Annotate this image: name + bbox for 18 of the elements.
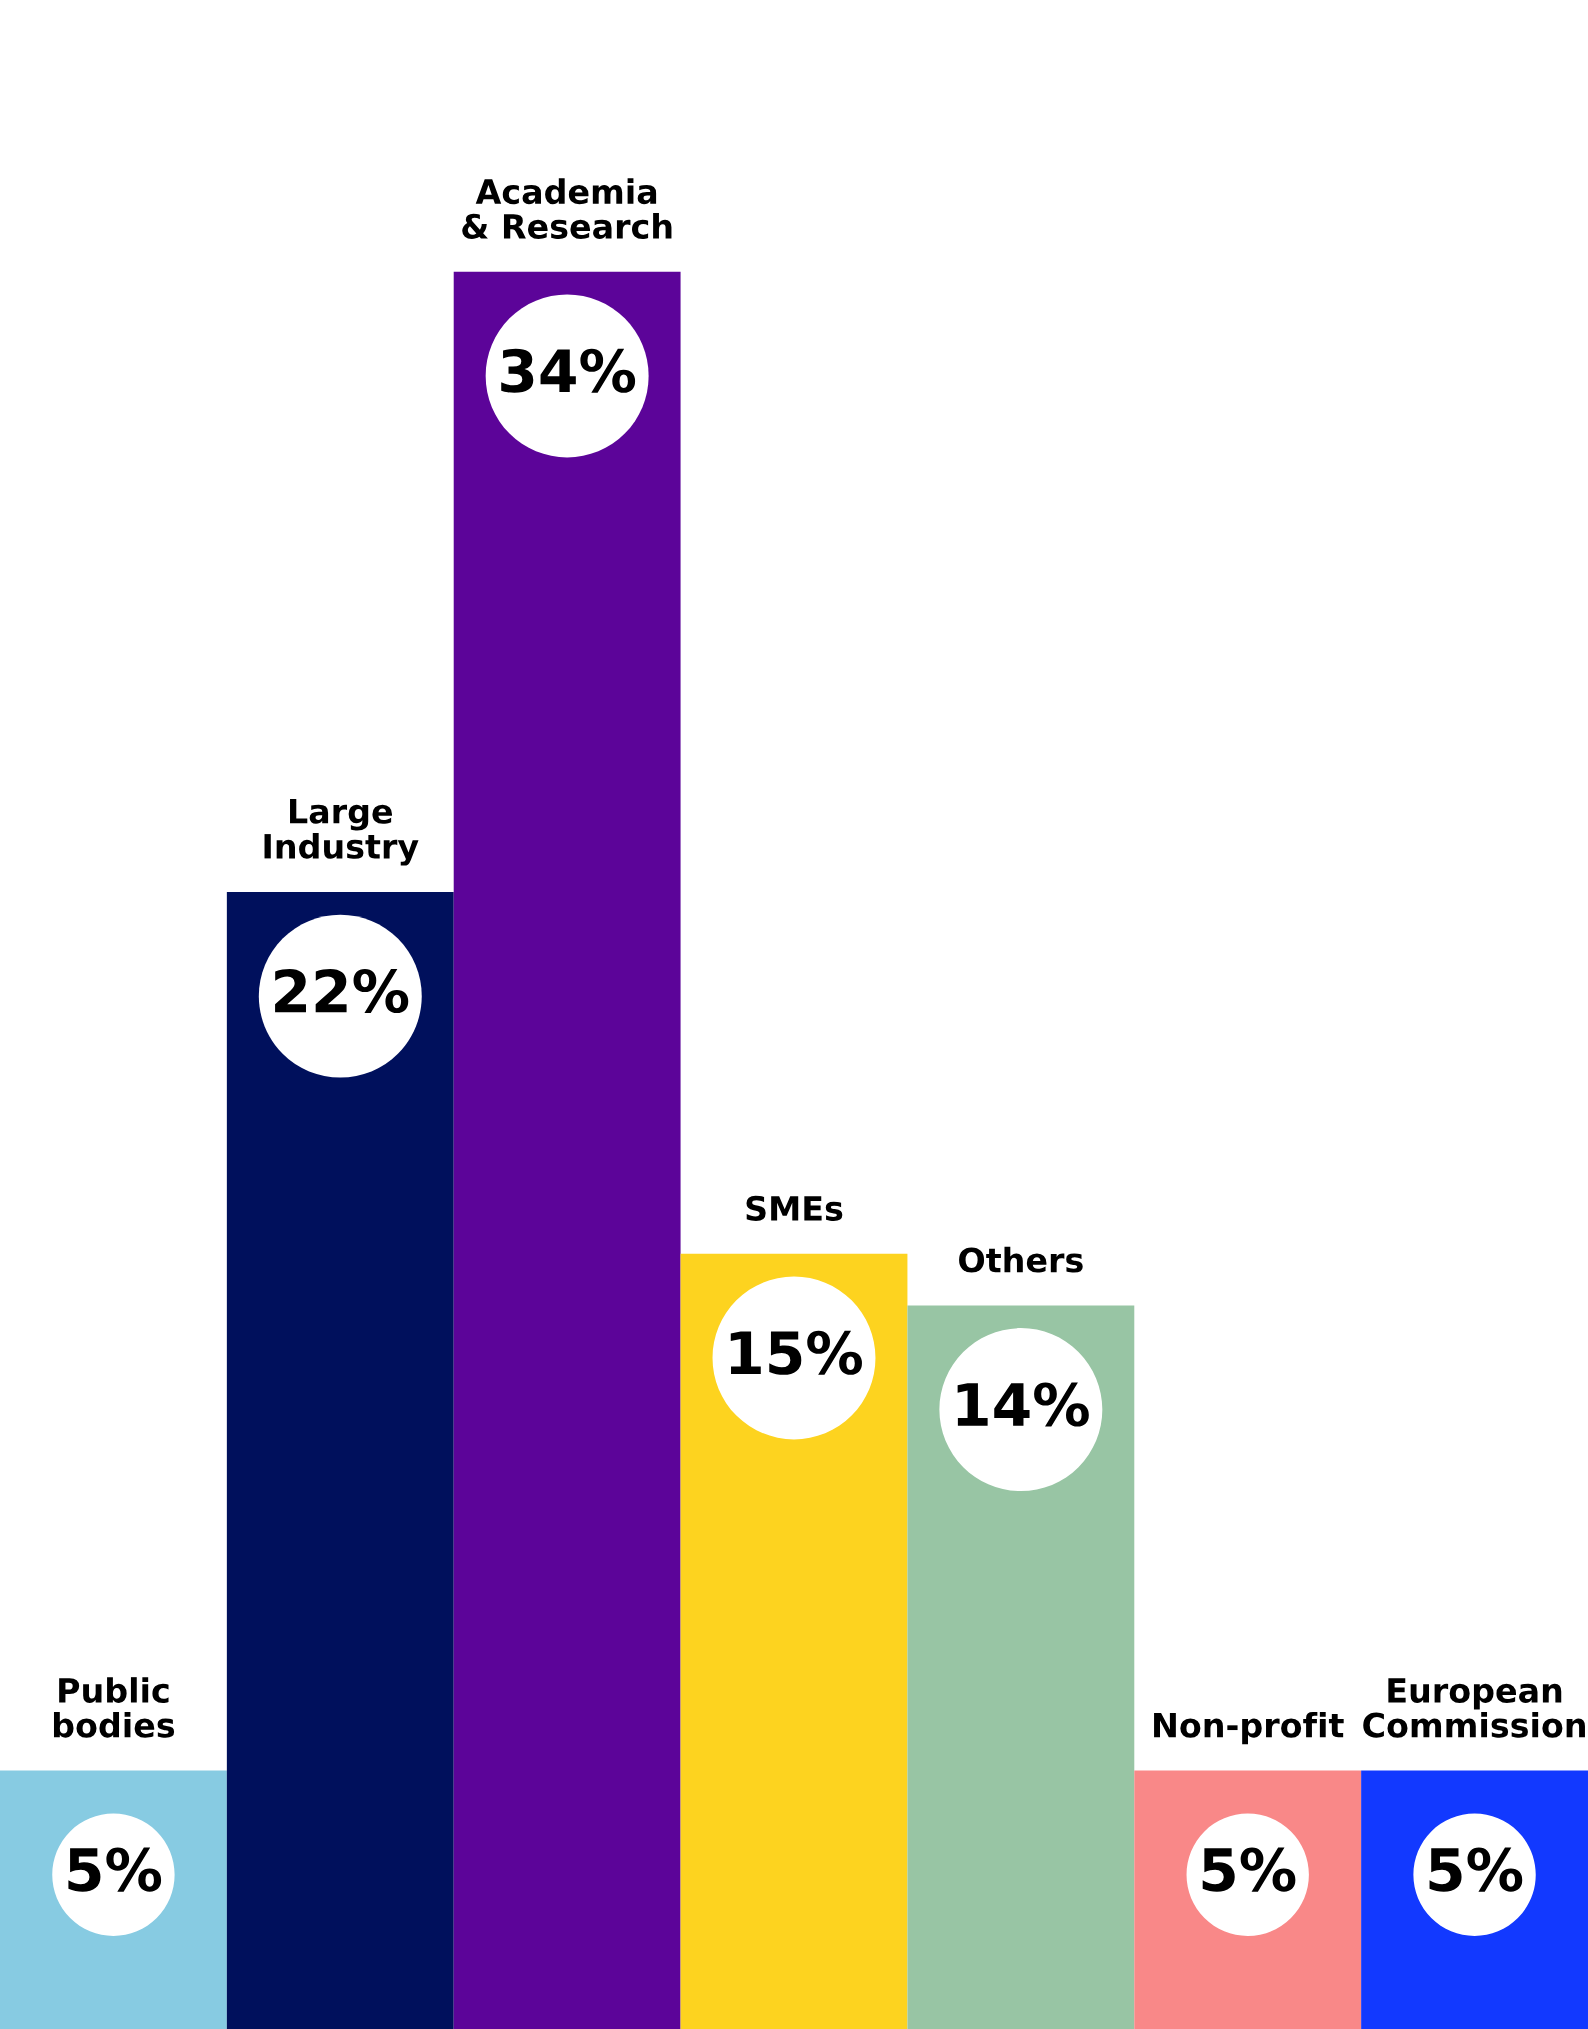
x-tick-label: Large Industry bbox=[264, 799, 419, 866]
data-label: 22% bbox=[275, 968, 409, 1014]
x-tick-label: Academia & Research bbox=[462, 178, 672, 239]
data-label: 5% bbox=[1429, 1847, 1523, 1892]
bar bbox=[453, 271, 681, 2029]
bar bbox=[907, 1305, 1135, 2029]
x-tick-label: European Commission bbox=[1363, 1678, 1585, 1738]
bar bbox=[680, 1253, 908, 2029]
data-label: 5% bbox=[1202, 1847, 1296, 1892]
data-label: 34% bbox=[501, 348, 636, 393]
bar bbox=[226, 891, 454, 2029]
data-label: 5% bbox=[68, 1847, 162, 1892]
x-tick-label: SMEs bbox=[746, 1195, 843, 1221]
x-tick-label: Non-profit bbox=[1154, 1711, 1344, 1745]
data-label: 15% bbox=[730, 1330, 862, 1375]
x-tick-label: Others bbox=[959, 1246, 1083, 1273]
x-tick-label: Public bodies bbox=[53, 1677, 175, 1738]
data-label: 14% bbox=[957, 1382, 1089, 1427]
